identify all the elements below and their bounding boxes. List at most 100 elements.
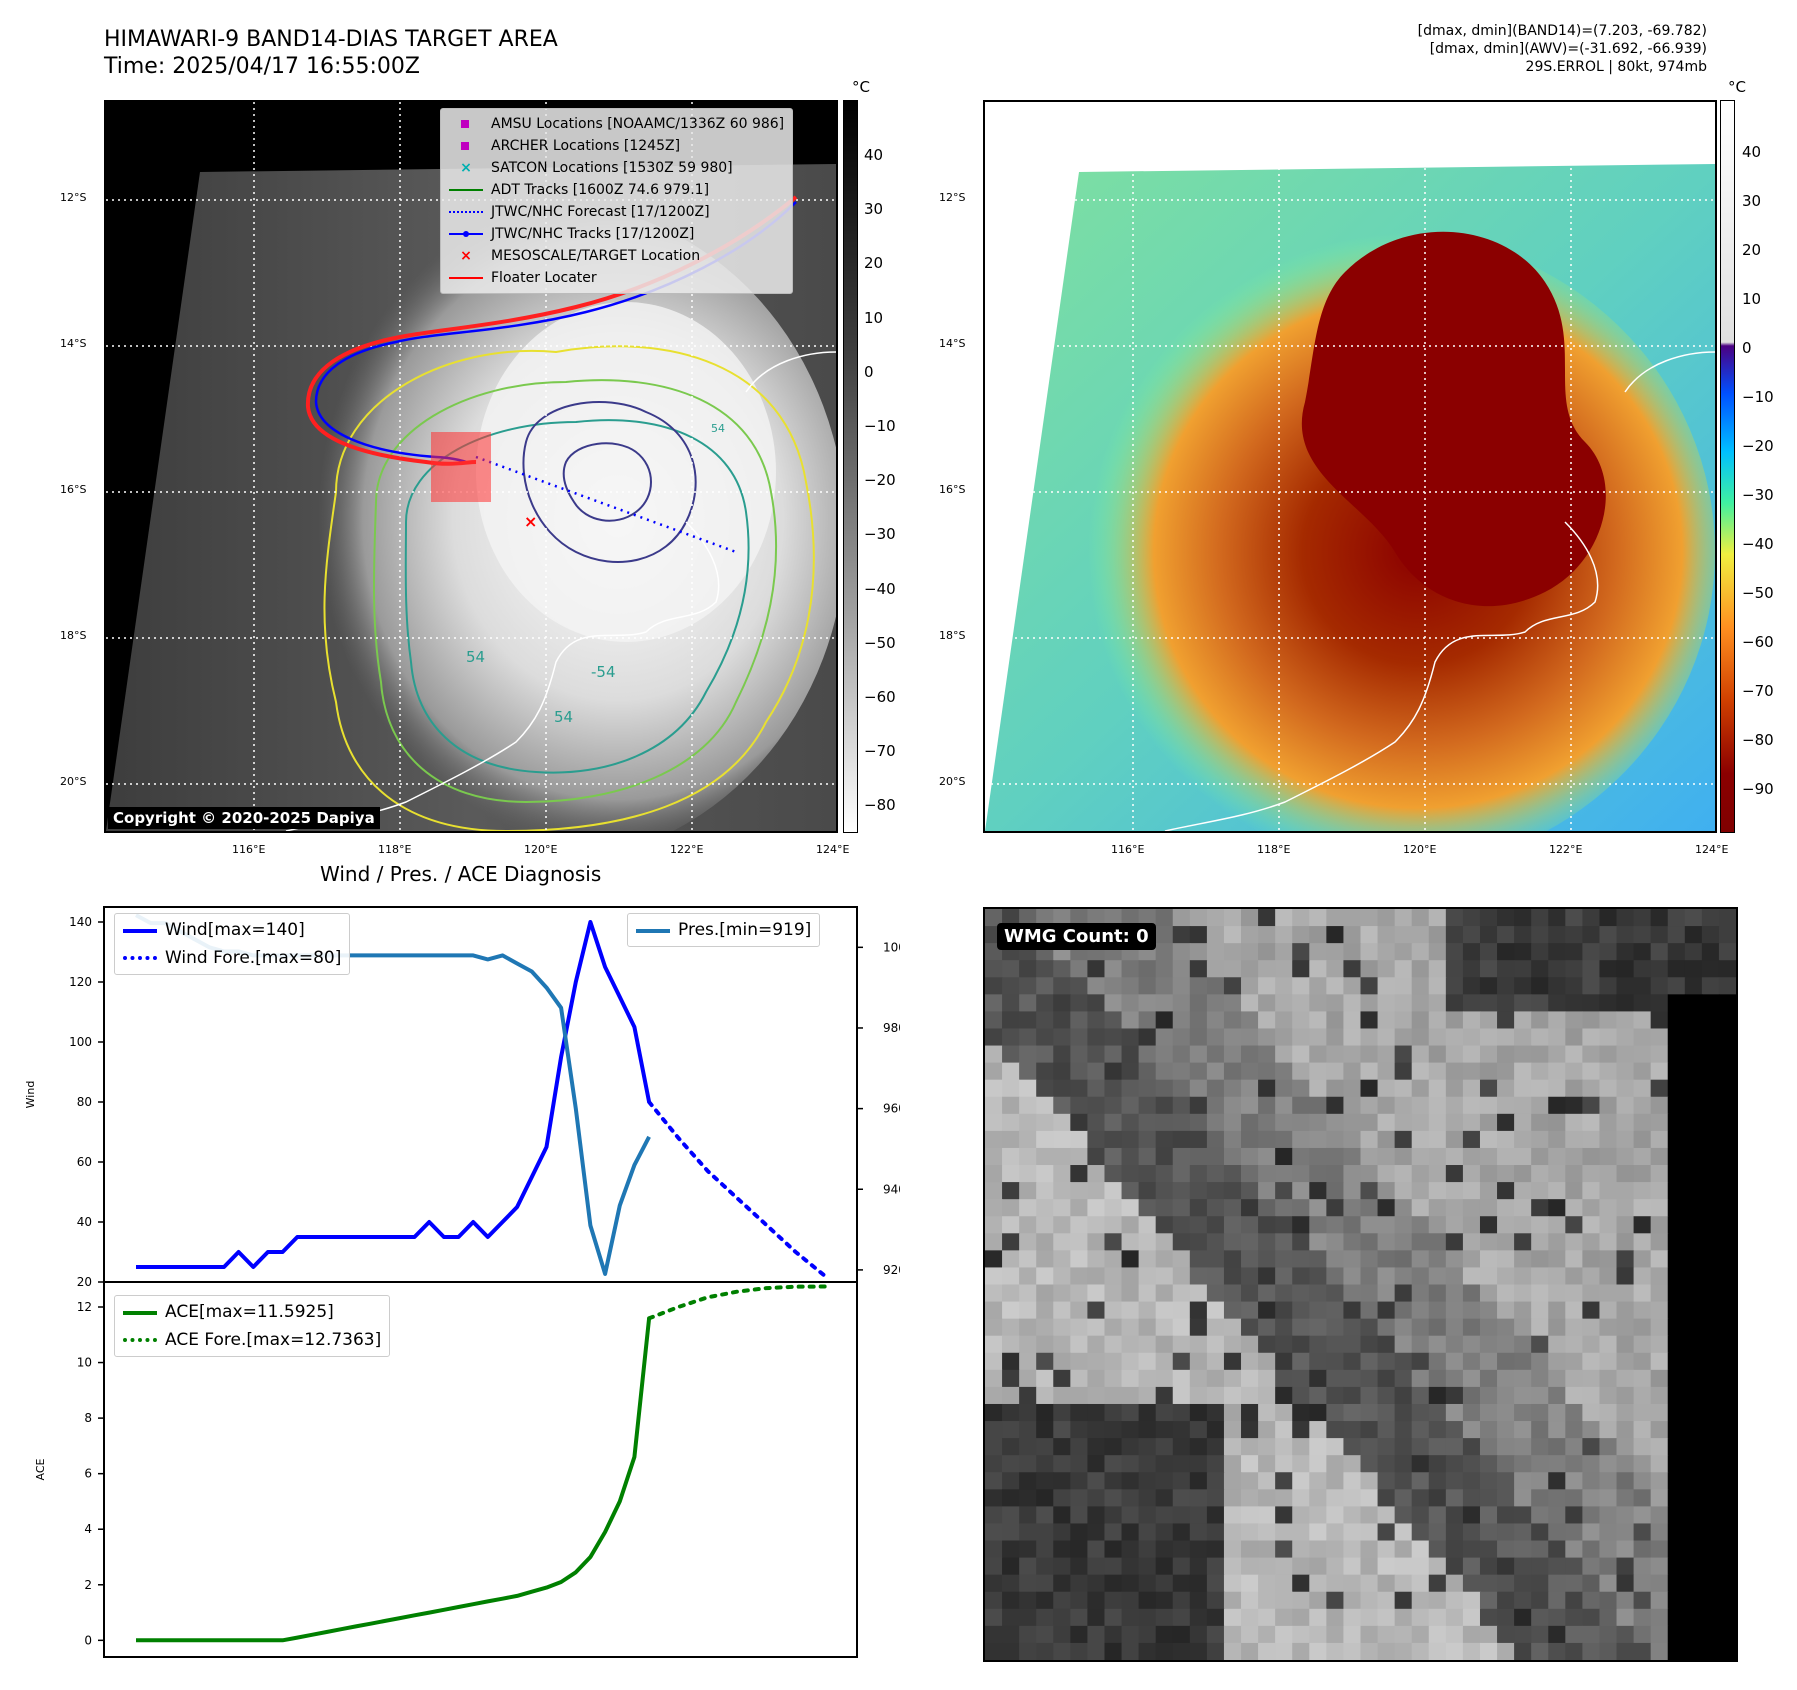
wmg-cell: [1650, 1233, 1669, 1251]
wmg-cell: [1582, 994, 1601, 1013]
wmg-cell: [1360, 943, 1379, 961]
wmg-cell: [1445, 1284, 1464, 1303]
wmg-cell: [1582, 1489, 1601, 1507]
wmg-cell: [1172, 926, 1191, 944]
wmg-cell: [1223, 994, 1242, 1013]
wmg-cell: [1514, 1113, 1532, 1132]
wmg-cell: [1684, 1506, 1703, 1525]
wmg-cell: [1531, 1318, 1549, 1337]
wmg-cell: [1531, 1489, 1549, 1507]
wmg-cell: [1223, 1455, 1242, 1473]
wmg-cell: [1462, 1523, 1481, 1542]
wmg-cell: [1514, 1182, 1532, 1200]
wmg-cell: [1531, 1557, 1549, 1576]
wmg-cell: [1275, 1523, 1293, 1542]
wmg-cell: [1411, 1079, 1430, 1098]
wmg-cell: [1616, 1301, 1635, 1320]
wmg-cell: [1258, 1250, 1276, 1269]
pressure-tick-label: 940: [883, 1182, 900, 1196]
colorbar-color-tick: −50: [1742, 584, 1774, 602]
wmg-cell: [985, 1557, 1003, 1576]
wmg-cell: [1155, 1335, 1174, 1354]
wmg-cell: [1104, 1472, 1123, 1490]
wmg-cell: [1326, 1574, 1345, 1593]
wmg-cell: [1087, 1403, 1106, 1422]
wmg-cell: [1019, 1455, 1037, 1473]
wmg-cell: [1667, 1250, 1686, 1269]
wmg-cell: [1206, 977, 1225, 995]
wmg-cell: [1377, 1216, 1396, 1234]
wmg-cell: [1479, 1199, 1498, 1217]
wmg-cell: [1138, 1028, 1157, 1047]
colorbar-color-tick: 0: [1742, 339, 1752, 357]
wmg-cell: [1104, 1250, 1123, 1269]
wmg-cell: [1479, 1438, 1498, 1456]
colorbar-color-tick: −90: [1742, 780, 1774, 798]
wmg-cell: [1377, 1421, 1396, 1439]
wmg-cell: [1343, 1147, 1362, 1166]
wmg-cell: [1053, 1199, 1071, 1217]
wmg-cell: [1206, 1523, 1225, 1542]
wmg-cell: [1377, 1591, 1396, 1610]
wmg-cell: [1377, 1147, 1396, 1166]
wmg-cell: [1206, 1352, 1225, 1371]
wmg-cell: [1531, 960, 1549, 978]
wmg-cell: [1514, 1506, 1532, 1525]
wmg-cell: [1138, 1062, 1157, 1081]
wmg-cell: [1428, 1182, 1447, 1200]
wmg-cell: [1479, 1011, 1498, 1030]
wmg-cell: [1343, 1557, 1362, 1576]
wmg-cell: [1599, 1147, 1618, 1166]
wmg-cell: [1616, 1028, 1635, 1047]
wmg-cell: [1258, 1216, 1276, 1234]
wmg-cell: [1701, 1301, 1720, 1320]
wmg-cell: [1360, 1130, 1379, 1149]
wmg-cell: [1189, 1625, 1208, 1644]
wmg-cell: [1292, 1523, 1310, 1542]
wmg-cell: [1684, 1182, 1703, 1200]
wmg-cell: [1241, 1403, 1259, 1422]
wmg-cell: [1667, 1438, 1686, 1456]
wmg-cell: [1343, 1182, 1362, 1200]
wmg-cell: [1241, 909, 1259, 927]
wmg-cell: [1701, 1642, 1720, 1660]
wmg-cell: [1070, 1284, 1089, 1303]
legend-row-satcon: × SATCON Locations [1530Z 59 980]: [449, 157, 784, 179]
lat-label-right: 18°S: [939, 629, 966, 642]
wmg-cell: [1411, 1369, 1430, 1388]
wmg-cell: [1667, 1113, 1686, 1132]
wmg-cell: [1701, 1489, 1720, 1507]
wmg-cell: [1155, 1062, 1174, 1081]
wmg-cell: [1667, 994, 1686, 1013]
wmg-cell: [1172, 1625, 1191, 1644]
wmg-cell: [1582, 1642, 1601, 1660]
wmg-cell: [1292, 1421, 1310, 1439]
wmg-cell: [1292, 1079, 1310, 1098]
wmg-cell: [1428, 1250, 1447, 1269]
target-area-box: [431, 432, 491, 502]
wmg-cell: [1206, 1540, 1225, 1559]
wmg-cell: [1548, 1165, 1566, 1183]
wmg-cell: [1206, 1267, 1225, 1286]
wmg-cell: [1275, 1284, 1293, 1303]
colorbar-gray-tick: −80: [864, 796, 896, 815]
contour-core-inner: [562, 442, 652, 522]
wmg-cell: [1497, 1455, 1515, 1473]
wmg-cell: [1309, 1438, 1327, 1456]
wmg-cell: [1667, 1130, 1686, 1149]
wmg-cell: [1241, 1182, 1259, 1200]
wmg-cell: [1258, 1455, 1276, 1473]
wmg-cell: [1684, 1403, 1703, 1422]
wmg-cell: [1462, 1369, 1481, 1388]
wmg-cell: [1497, 1130, 1515, 1149]
wmg-cell: [1599, 1079, 1618, 1098]
wmg-cell: [1684, 1096, 1703, 1115]
wmg-cell: [1172, 960, 1191, 978]
wmg-cell: [1479, 1369, 1498, 1388]
wmg-cell: [1223, 1489, 1242, 1507]
wmg-cell: [1002, 1233, 1020, 1251]
wmg-cell: [1326, 909, 1345, 927]
wmg-cell: [1070, 909, 1089, 927]
wmg-cell: [1633, 1574, 1652, 1593]
wmg-cell: [1684, 1301, 1703, 1320]
